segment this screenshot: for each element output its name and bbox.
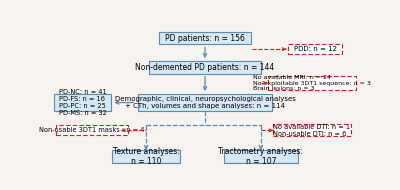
Text: Non-demented PD patients: n = 144: Non-demented PD patients: n = 144 bbox=[135, 63, 275, 72]
Text: No available MRI: n = 24
No exploitable 3DT1 sequence: n = 3
Brain lesions: n = : No available MRI: n = 24 No exploitable … bbox=[253, 75, 371, 91]
FancyBboxPatch shape bbox=[138, 94, 272, 111]
Text: PD-NC: n = 41
PD-FS: n = 16
PD-PC: n = 25
PD-MS: n = 32: PD-NC: n = 41 PD-FS: n = 16 PD-PC: n = 2… bbox=[59, 89, 106, 116]
FancyBboxPatch shape bbox=[54, 94, 111, 111]
FancyBboxPatch shape bbox=[268, 76, 356, 90]
Text: PDD: n = 12: PDD: n = 12 bbox=[294, 46, 336, 52]
Text: No available DTI: n = 1
Non-usable DTI: n = 6: No available DTI: n = 1 Non-usable DTI: … bbox=[274, 124, 350, 137]
FancyBboxPatch shape bbox=[158, 32, 252, 44]
FancyBboxPatch shape bbox=[224, 150, 298, 163]
Text: PD patients: n = 156: PD patients: n = 156 bbox=[165, 34, 245, 43]
Text: Tractometry analyses:
n = 107: Tractometry analyses: n = 107 bbox=[218, 147, 303, 166]
Text: Non-usable 3DT1 masks : n = 4: Non-usable 3DT1 masks : n = 4 bbox=[39, 127, 145, 133]
FancyBboxPatch shape bbox=[288, 44, 342, 54]
FancyBboxPatch shape bbox=[149, 61, 261, 74]
FancyBboxPatch shape bbox=[273, 124, 351, 136]
FancyBboxPatch shape bbox=[112, 150, 180, 163]
Text: Demographic, clinical, neuropsychological analyses
+ CTh, volumes and shape anal: Demographic, clinical, neuropsychologica… bbox=[114, 96, 296, 109]
FancyBboxPatch shape bbox=[56, 125, 128, 135]
Text: Texture analyses:
n = 110: Texture analyses: n = 110 bbox=[113, 147, 180, 166]
